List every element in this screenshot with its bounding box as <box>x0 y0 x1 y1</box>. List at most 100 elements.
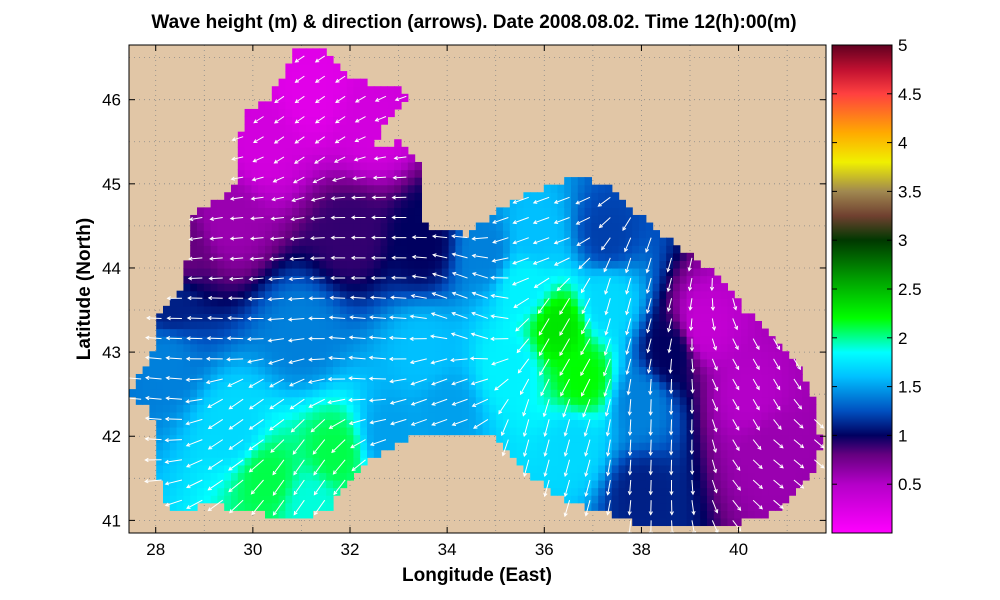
sea-cell <box>523 343 531 352</box>
sea-cell <box>530 464 538 474</box>
sea-cell <box>299 510 307 519</box>
direction-arrow-head <box>144 416 150 421</box>
direction-arrow <box>598 196 611 207</box>
sea-cell <box>625 336 633 345</box>
sea-cell <box>605 207 613 216</box>
direction-arrow <box>294 156 305 164</box>
direction-arrow <box>349 377 366 380</box>
sea-cell <box>387 373 395 383</box>
direction-arrow-head <box>409 314 415 319</box>
sea-cell <box>421 343 429 352</box>
sea-cell <box>299 199 307 208</box>
sea-cell <box>632 298 640 307</box>
sea-cell <box>802 411 810 421</box>
sea-cell <box>265 457 273 466</box>
sea-cell <box>584 487 592 496</box>
sea-cell <box>571 267 579 277</box>
sea-cell <box>333 283 341 292</box>
sea-cell <box>503 275 511 284</box>
sea-cell <box>326 320 334 330</box>
direction-arrow-head <box>513 304 518 309</box>
sea-cell <box>591 479 599 489</box>
sea-cell <box>462 426 470 436</box>
sea-cell <box>346 86 354 95</box>
direction-arrow <box>650 459 652 475</box>
direction-arrow <box>581 378 591 397</box>
sea-cell <box>673 336 681 345</box>
sea-cell <box>265 154 273 163</box>
direction-arrow <box>603 358 611 376</box>
sea-cell <box>788 358 796 368</box>
sea-cell <box>414 230 422 239</box>
direction-arrow-head <box>330 255 335 261</box>
direction-arrow-head <box>270 448 275 453</box>
sea-cell <box>176 358 184 368</box>
sea-cell <box>353 419 361 428</box>
sea-cell <box>197 479 205 489</box>
sea-cell <box>605 442 613 451</box>
direction-arrow <box>688 257 693 271</box>
sea-cell <box>516 313 524 322</box>
sea-cell <box>183 389 191 398</box>
sea-cell <box>632 373 640 383</box>
sea-cell <box>373 222 382 231</box>
sea-cell <box>292 71 300 80</box>
sea-cell <box>305 479 314 489</box>
sea-cell <box>299 116 307 125</box>
sea-cell <box>237 161 246 171</box>
sea-cell <box>475 404 484 413</box>
sea-cell <box>788 373 796 383</box>
sea-cell <box>768 358 776 368</box>
sea-cell <box>584 404 592 413</box>
sea-cell <box>768 389 776 398</box>
sea-cell <box>489 298 497 307</box>
direction-arrow-head <box>471 311 476 316</box>
direction-arrow-head <box>331 448 336 454</box>
direction-arrow-head <box>314 159 319 164</box>
sea-cell <box>720 472 728 481</box>
sea-cell <box>523 199 531 208</box>
direction-arrow-head <box>309 276 314 281</box>
sea-cell <box>496 214 504 224</box>
sea-cell <box>577 298 586 307</box>
sea-cell <box>537 419 545 428</box>
sea-cell <box>251 426 259 436</box>
sea-cell <box>305 336 314 345</box>
sea-cell <box>231 389 239 398</box>
sea-cell <box>278 290 286 299</box>
sea-cell <box>305 396 314 405</box>
sea-cell <box>346 472 354 481</box>
sea-cell <box>550 396 558 405</box>
direction-arrow <box>752 499 763 510</box>
sea-cell <box>652 404 660 413</box>
sea-cell <box>720 320 728 330</box>
sea-cell <box>414 396 422 405</box>
sea-cell <box>326 434 334 443</box>
direction-arrow <box>626 338 632 355</box>
direction-arrow <box>355 95 366 103</box>
sea-cell <box>367 381 375 390</box>
sea-cell <box>305 275 314 284</box>
sea-cell <box>312 161 320 171</box>
sea-cell <box>720 313 728 322</box>
sea-cell <box>618 351 626 360</box>
sea-cell <box>203 230 212 239</box>
sea-cell <box>625 267 633 277</box>
sea-cell <box>380 230 388 239</box>
sea-cell <box>611 237 620 246</box>
direction-arrow-head <box>294 78 300 83</box>
direction-arrow <box>369 398 386 402</box>
sea-cell <box>537 283 545 292</box>
direction-arrow <box>269 277 284 280</box>
sea-cell <box>734 434 742 443</box>
direction-arrow-head <box>185 356 191 361</box>
sea-cell <box>244 177 252 186</box>
sea-cell <box>149 351 157 360</box>
direction-arrow <box>793 378 802 390</box>
sea-cell <box>401 245 409 254</box>
sea-cell <box>639 320 647 330</box>
sea-cell <box>326 298 334 307</box>
sea-cell <box>550 305 558 314</box>
sea-cell <box>693 313 701 322</box>
sea-cell <box>741 404 749 413</box>
